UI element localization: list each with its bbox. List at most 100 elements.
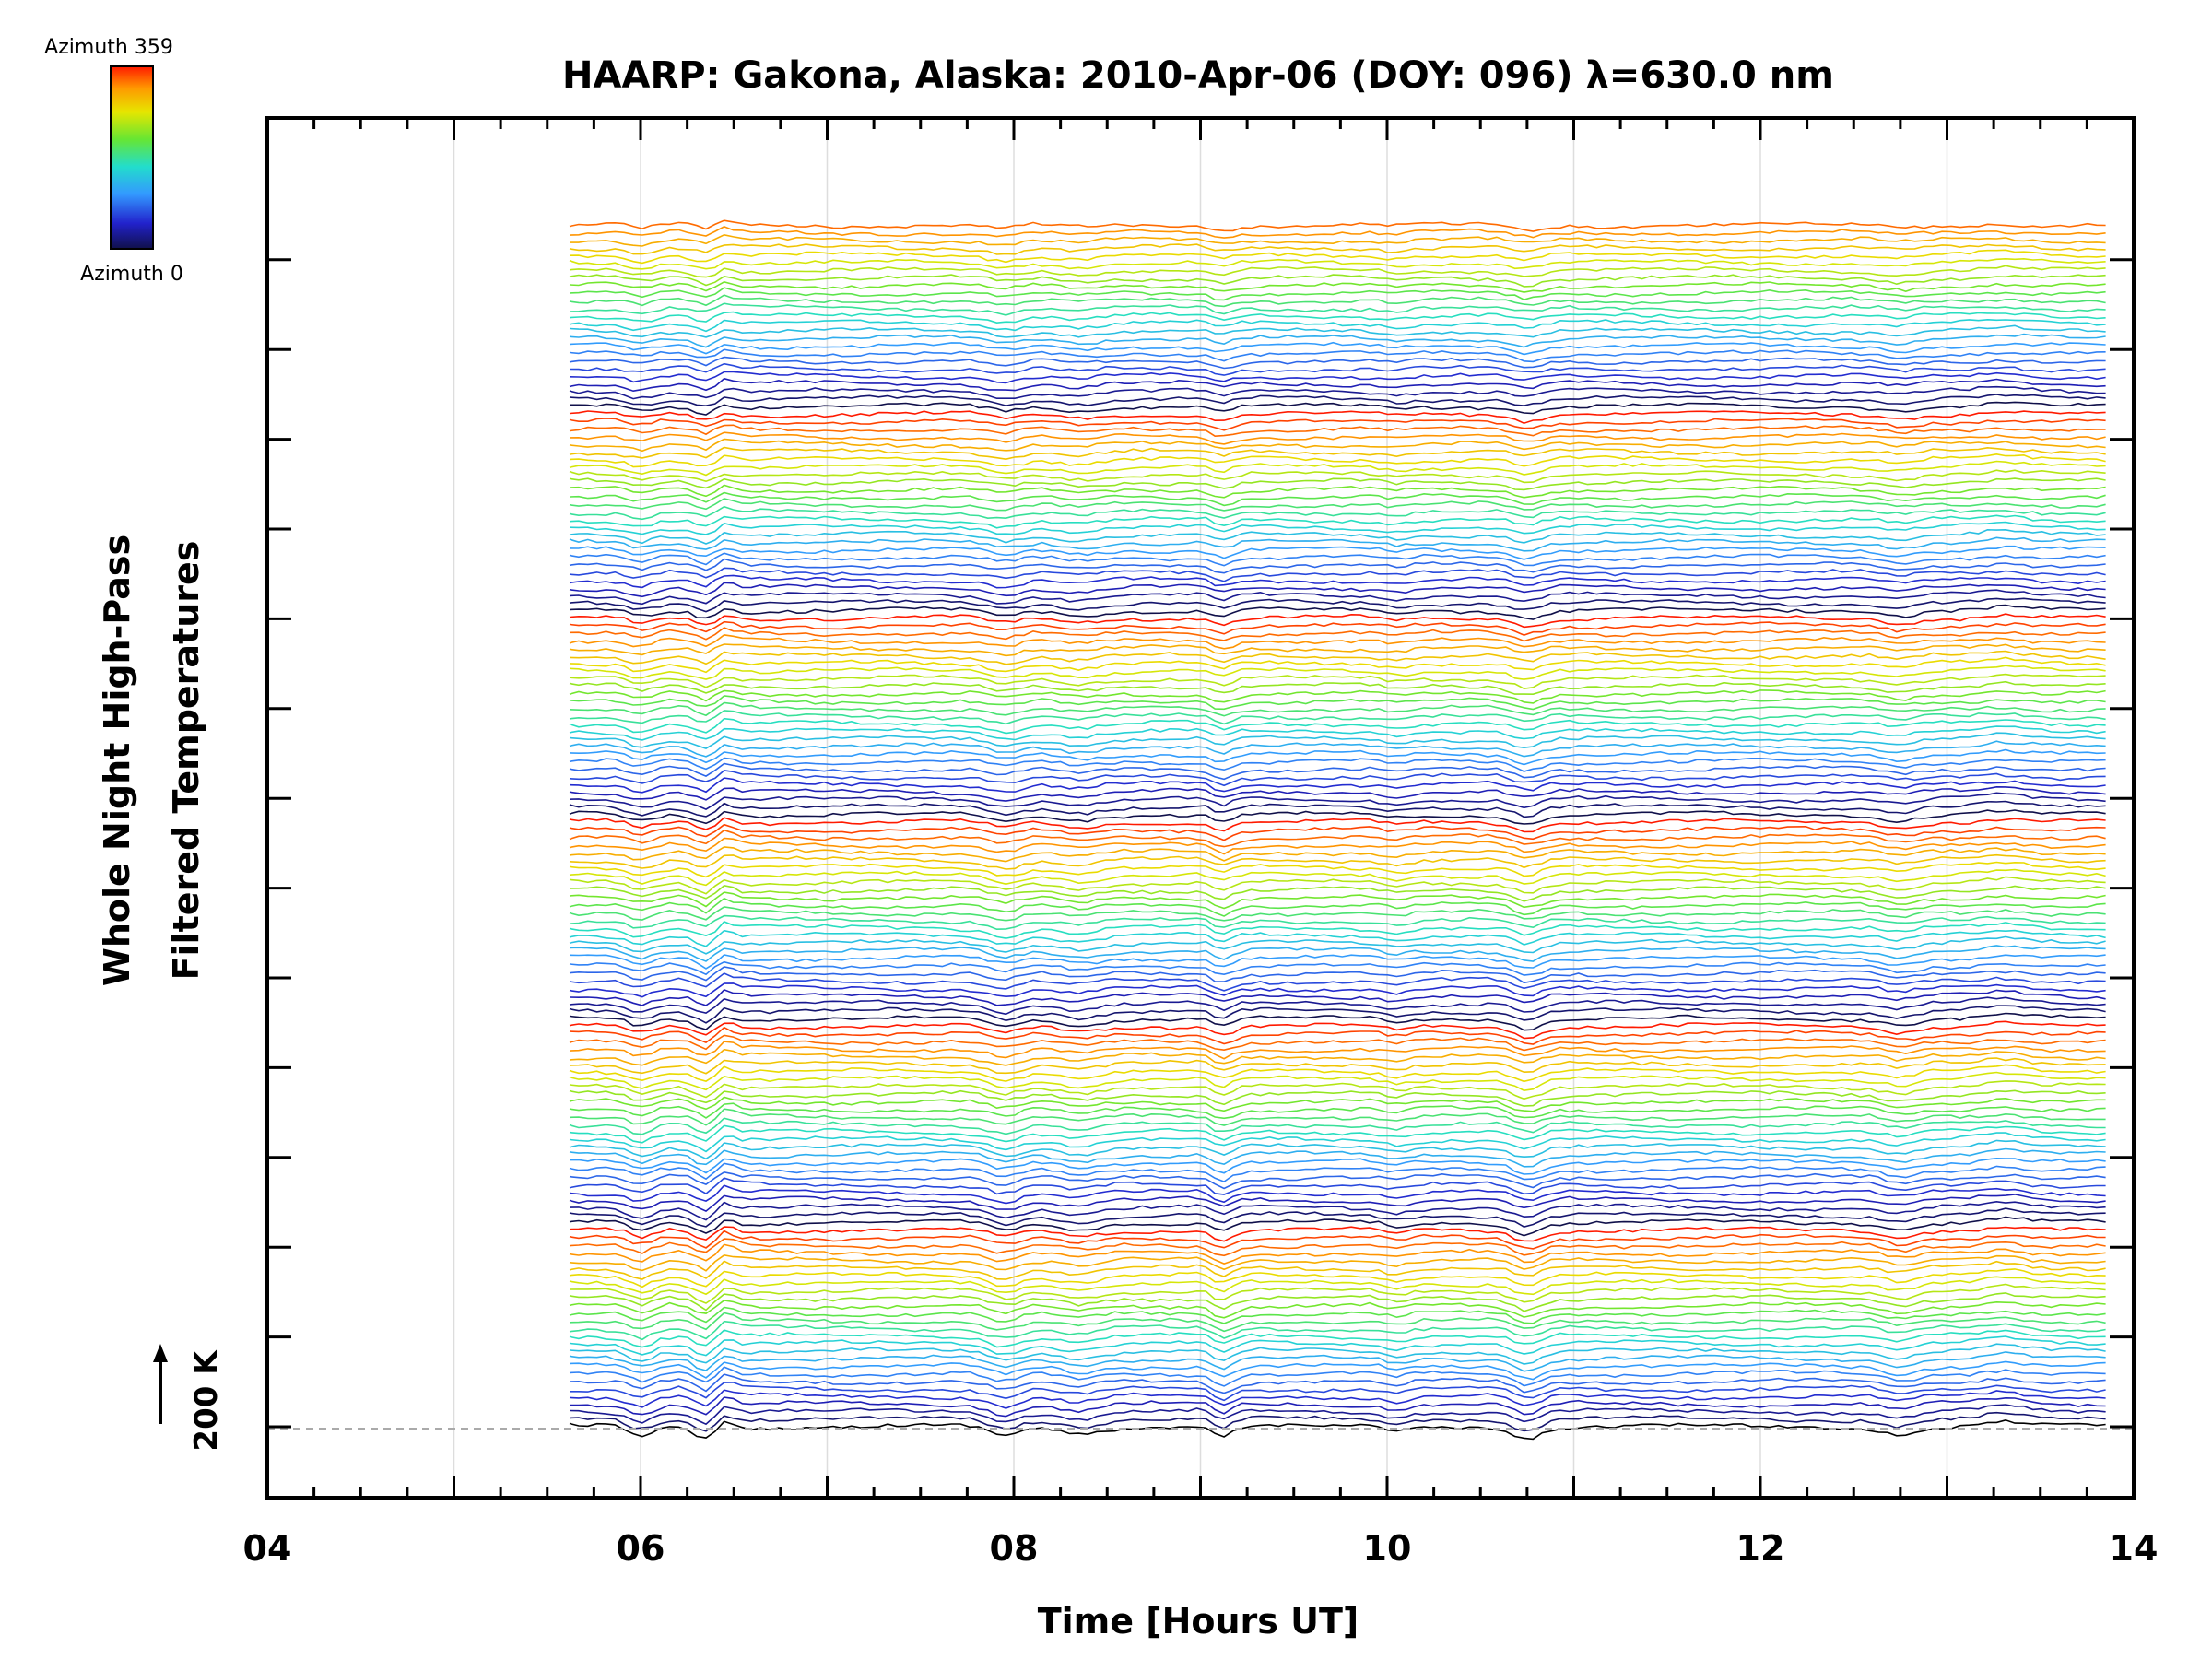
series-line xyxy=(569,505,2106,521)
series-line xyxy=(569,1230,2106,1250)
series-line xyxy=(569,1373,2106,1394)
series-line xyxy=(569,1162,2106,1183)
series-line xyxy=(569,356,2106,370)
x-axis-label: Time [Hours UT] xyxy=(1038,1601,1359,1641)
series-line xyxy=(569,1177,2106,1195)
series-line xyxy=(569,1108,2106,1126)
series-line xyxy=(569,582,2106,598)
series-line xyxy=(569,988,2106,1006)
series-line xyxy=(569,891,2106,910)
series-line xyxy=(569,1366,2106,1387)
series-line xyxy=(569,634,2106,650)
series-line xyxy=(569,1102,2106,1120)
series-line xyxy=(569,1238,2106,1257)
x-tick-label: 04 xyxy=(243,1528,292,1569)
series-line xyxy=(569,717,2106,735)
series-line xyxy=(569,954,2106,970)
series-line xyxy=(569,597,2106,613)
series-line xyxy=(569,274,2106,288)
series-line xyxy=(569,935,2106,955)
series-line xyxy=(569,1026,2106,1045)
series-line xyxy=(569,627,2106,642)
colorbar xyxy=(110,65,154,250)
series-line xyxy=(569,460,2106,477)
series-line xyxy=(569,431,2106,445)
series-line xyxy=(569,243,2106,255)
series-line xyxy=(569,680,2106,696)
series-line xyxy=(569,800,2106,818)
y-axis-label-line-1: Whole Night High-Pass xyxy=(97,535,137,986)
scale-bar-arrow-icon xyxy=(153,1344,168,1362)
series-line xyxy=(569,695,2106,711)
series-line xyxy=(569,1396,2106,1418)
series-line xyxy=(569,1411,2106,1432)
series-line xyxy=(569,861,2106,878)
series-line xyxy=(569,762,2106,781)
series-line xyxy=(569,1194,2106,1213)
series-line xyxy=(570,401,2106,416)
series-line xyxy=(569,348,2106,363)
series-line xyxy=(569,785,2106,802)
series-line xyxy=(569,673,2106,690)
x-axis: 04 06 08 10 12 14 xyxy=(243,118,2158,1569)
series-line xyxy=(569,945,2106,962)
series-line xyxy=(569,777,2106,794)
series-line xyxy=(569,757,2106,772)
series-line xyxy=(569,710,2106,725)
series-line xyxy=(569,1335,2106,1357)
series-line xyxy=(569,1020,2106,1040)
chart-title: HAARP: Gakona, Alaska: 2010-Apr-06 (DOY:… xyxy=(562,54,1834,97)
series-line xyxy=(569,792,2106,810)
series-line xyxy=(569,817,2106,833)
series-line xyxy=(569,521,2106,535)
series-line xyxy=(569,604,2106,620)
series-line xyxy=(569,574,2106,589)
series-line xyxy=(569,823,2106,841)
series-line xyxy=(569,1226,2106,1242)
series-line xyxy=(569,545,2106,560)
series-line xyxy=(569,1034,2106,1052)
series-line xyxy=(569,491,2106,507)
series-line xyxy=(569,966,2106,984)
series-line xyxy=(569,1124,2106,1144)
series-line xyxy=(569,1360,2106,1381)
series-line xyxy=(569,829,2106,848)
series-line xyxy=(569,1096,2106,1112)
series-line xyxy=(569,1057,2106,1075)
series-line xyxy=(569,1306,2106,1324)
series-line xyxy=(569,1080,2106,1100)
series-line xyxy=(569,982,2106,998)
series-line xyxy=(569,484,2106,499)
series-line xyxy=(569,1048,2106,1066)
series-line xyxy=(569,1320,2106,1341)
series-line xyxy=(569,1207,2106,1228)
series-line xyxy=(569,1147,2106,1168)
series-line xyxy=(569,1260,2106,1280)
series-line xyxy=(569,853,2106,870)
series-line xyxy=(569,1184,2106,1205)
series-line xyxy=(569,552,2106,567)
x-tick-label: 10 xyxy=(1363,1528,1412,1569)
series-line xyxy=(569,257,2106,270)
series-line xyxy=(569,1064,2106,1083)
series-line xyxy=(569,1005,2106,1024)
series-line xyxy=(569,362,2106,376)
series-line xyxy=(569,341,2106,356)
series-line xyxy=(569,1292,2106,1312)
series-line xyxy=(569,972,2106,992)
series-line xyxy=(569,770,2106,787)
series-line xyxy=(569,1351,2106,1372)
series-line xyxy=(569,265,2106,278)
y-axis-label: Whole Night High-Pass Filtered Temperatu… xyxy=(97,535,206,986)
colorbar-bottom-label: Azimuth 0 xyxy=(80,263,183,286)
series-line xyxy=(569,536,2106,552)
series-line xyxy=(569,1132,2106,1153)
series-line xyxy=(569,280,2106,293)
series-line xyxy=(569,1329,2106,1348)
series-line xyxy=(569,469,2106,484)
colorbar-top-label: Azimuth 359 xyxy=(44,36,173,59)
series-line xyxy=(569,1012,2106,1031)
series-line xyxy=(569,498,2106,512)
scale-bar-label: 200 K xyxy=(188,1349,225,1452)
